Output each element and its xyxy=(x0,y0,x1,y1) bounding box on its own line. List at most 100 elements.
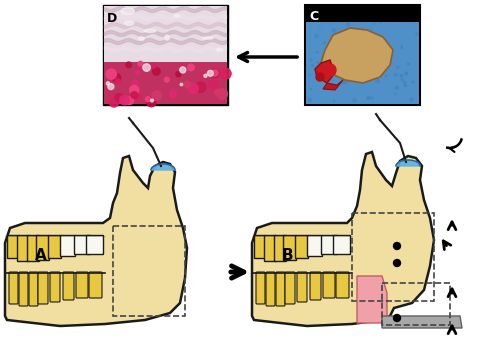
Circle shape xyxy=(347,29,350,32)
FancyBboxPatch shape xyxy=(74,236,91,254)
Circle shape xyxy=(384,51,386,53)
Circle shape xyxy=(112,74,121,82)
Circle shape xyxy=(394,242,400,250)
Circle shape xyxy=(349,74,351,76)
Circle shape xyxy=(147,97,156,107)
Circle shape xyxy=(328,80,329,81)
Circle shape xyxy=(152,63,156,68)
FancyBboxPatch shape xyxy=(49,236,62,259)
Circle shape xyxy=(315,34,318,38)
Circle shape xyxy=(374,56,375,57)
FancyBboxPatch shape xyxy=(276,272,285,306)
Ellipse shape xyxy=(139,37,144,40)
Circle shape xyxy=(406,73,408,75)
Circle shape xyxy=(320,63,323,66)
Circle shape xyxy=(401,48,402,49)
Circle shape xyxy=(176,71,181,77)
Circle shape xyxy=(188,83,198,94)
Ellipse shape xyxy=(144,29,156,32)
Circle shape xyxy=(153,68,160,75)
Circle shape xyxy=(331,79,333,81)
Circle shape xyxy=(401,46,402,48)
FancyBboxPatch shape xyxy=(310,272,321,300)
FancyBboxPatch shape xyxy=(283,236,297,261)
Circle shape xyxy=(395,86,399,89)
Circle shape xyxy=(332,29,336,32)
Text: A: A xyxy=(35,249,47,263)
Circle shape xyxy=(317,52,318,53)
FancyBboxPatch shape xyxy=(321,236,338,254)
FancyBboxPatch shape xyxy=(36,236,50,261)
Circle shape xyxy=(410,98,413,101)
Circle shape xyxy=(125,97,133,105)
Circle shape xyxy=(164,77,169,82)
Circle shape xyxy=(106,82,110,85)
FancyBboxPatch shape xyxy=(29,272,38,306)
Bar xyxy=(104,6,227,62)
FancyBboxPatch shape xyxy=(297,272,307,302)
Bar xyxy=(306,22,419,104)
Circle shape xyxy=(184,81,191,88)
Circle shape xyxy=(314,74,315,75)
FancyBboxPatch shape xyxy=(9,272,18,304)
Bar xyxy=(104,62,227,104)
FancyBboxPatch shape xyxy=(61,236,75,256)
Circle shape xyxy=(215,89,220,95)
Circle shape xyxy=(151,99,154,102)
FancyBboxPatch shape xyxy=(18,236,30,262)
FancyBboxPatch shape xyxy=(50,272,60,302)
Circle shape xyxy=(152,91,162,101)
Circle shape xyxy=(317,61,319,63)
Circle shape xyxy=(401,75,402,76)
Circle shape xyxy=(188,64,194,71)
Circle shape xyxy=(323,42,326,44)
Circle shape xyxy=(220,68,231,79)
Circle shape xyxy=(131,92,138,98)
Circle shape xyxy=(138,61,143,66)
Circle shape xyxy=(208,70,214,76)
Circle shape xyxy=(130,87,138,94)
Circle shape xyxy=(116,79,120,84)
Circle shape xyxy=(346,83,347,84)
Circle shape xyxy=(130,86,139,94)
Circle shape xyxy=(133,80,138,86)
Polygon shape xyxy=(252,152,434,326)
Polygon shape xyxy=(321,28,393,83)
Circle shape xyxy=(109,98,119,107)
FancyBboxPatch shape xyxy=(38,272,48,304)
Bar xyxy=(352,213,434,301)
FancyBboxPatch shape xyxy=(89,272,102,298)
Circle shape xyxy=(195,82,206,92)
Circle shape xyxy=(400,75,402,77)
Polygon shape xyxy=(357,276,387,323)
Polygon shape xyxy=(323,80,343,90)
Circle shape xyxy=(180,83,183,86)
Polygon shape xyxy=(382,316,462,328)
Circle shape xyxy=(106,69,117,79)
Circle shape xyxy=(135,93,141,99)
Circle shape xyxy=(367,97,369,99)
Circle shape xyxy=(404,84,407,87)
Circle shape xyxy=(368,96,370,99)
Circle shape xyxy=(367,77,369,80)
Circle shape xyxy=(394,315,400,321)
Circle shape xyxy=(120,95,129,105)
Ellipse shape xyxy=(202,37,213,39)
Circle shape xyxy=(394,74,397,76)
Text: D: D xyxy=(107,12,117,25)
Circle shape xyxy=(106,86,112,91)
Bar xyxy=(305,5,420,105)
FancyBboxPatch shape xyxy=(7,236,19,259)
Circle shape xyxy=(374,23,375,24)
Circle shape xyxy=(310,88,312,90)
Circle shape xyxy=(135,70,140,75)
Circle shape xyxy=(353,98,356,102)
FancyBboxPatch shape xyxy=(308,236,322,256)
Circle shape xyxy=(369,29,371,32)
Circle shape xyxy=(208,80,218,89)
Circle shape xyxy=(311,64,314,67)
Circle shape xyxy=(217,89,228,99)
Circle shape xyxy=(347,72,350,74)
Circle shape xyxy=(308,98,311,102)
FancyBboxPatch shape xyxy=(336,272,349,298)
